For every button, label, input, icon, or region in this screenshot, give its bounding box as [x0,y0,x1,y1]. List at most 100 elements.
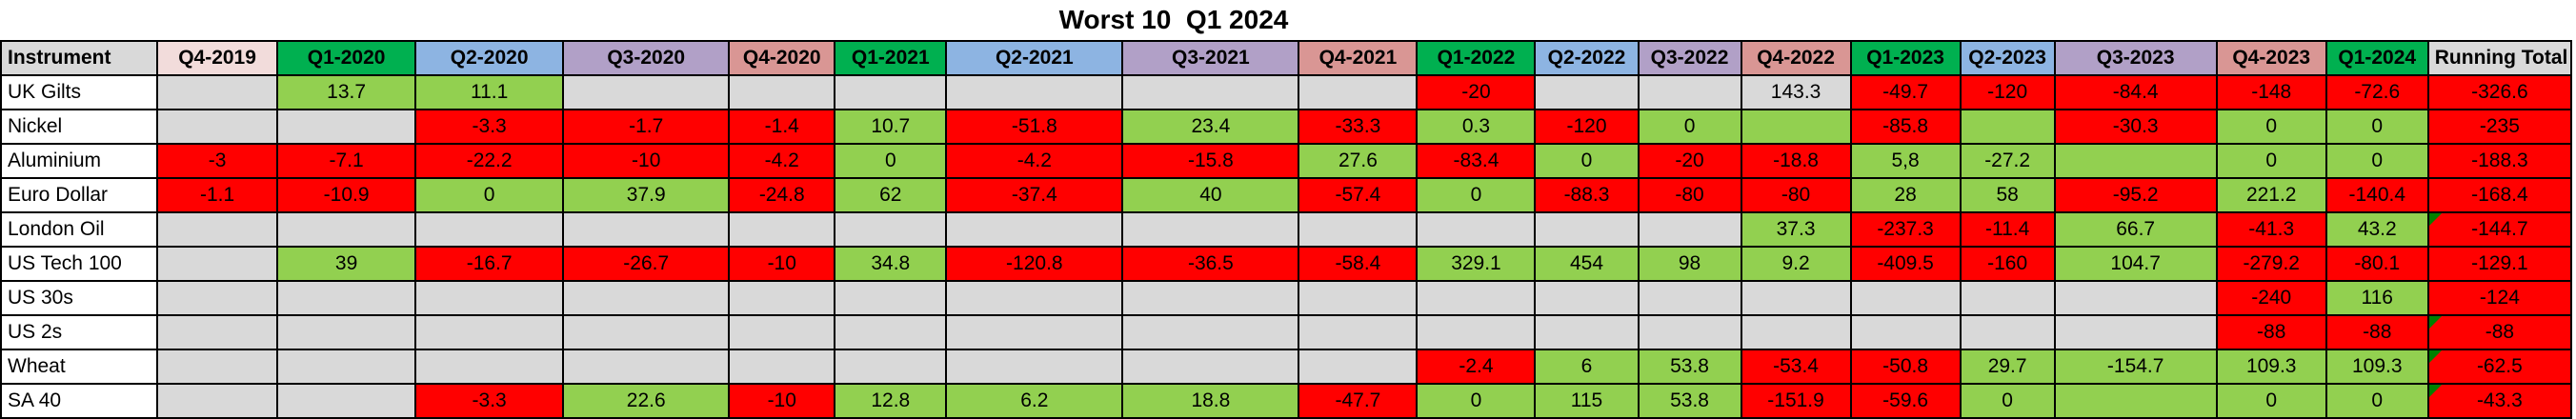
value-cell[interactable] [276,211,417,248]
value-cell[interactable] [1637,280,1742,316]
value-cell[interactable]: -1.7 [562,109,731,145]
value-cell[interactable]: 9.2 [1740,246,1852,282]
value-cell[interactable]: -58.4 [1298,246,1419,282]
value-cell[interactable]: 39 [276,246,417,282]
value-cell[interactable] [728,280,836,316]
value-cell[interactable]: 53.8 [1637,383,1742,419]
value-cell[interactable] [562,280,731,316]
column-header-q4-2021[interactable]: Q4-2021 [1298,40,1419,76]
value-cell[interactable]: 0 [1637,109,1742,145]
value-cell[interactable] [1534,314,1640,350]
value-cell[interactable]: -409.5 [1849,246,1962,282]
value-cell[interactable]: 0 [2215,109,2327,145]
value-cell[interactable] [945,314,1124,350]
value-cell[interactable]: 0 [2324,383,2429,419]
value-cell[interactable]: -83.4 [1416,143,1537,179]
column-header-running-total[interactable]: Running Total [2426,40,2573,76]
value-cell[interactable]: -43.3 [2426,383,2573,419]
value-cell[interactable]: 34.8 [834,246,948,282]
column-header-q2-2021[interactable]: Q2-2021 [945,40,1124,76]
value-cell[interactable]: -10 [728,246,836,282]
value-cell[interactable]: -20 [1637,143,1742,179]
value-cell[interactable]: -37.4 [945,177,1124,213]
value-cell[interactable]: 5,8 [1849,143,1962,179]
value-cell[interactable]: -62.5 [2426,349,2573,385]
value-cell[interactable] [1298,349,1419,385]
value-cell[interactable]: -88 [2324,314,2429,350]
value-cell[interactable]: 27.6 [1298,143,1419,179]
value-cell[interactable]: -20 [1416,74,1537,110]
value-cell[interactable]: -80 [1740,177,1852,213]
value-cell[interactable] [414,314,565,350]
value-cell[interactable]: 0 [1534,143,1640,179]
value-cell[interactable]: -1.1 [156,177,279,213]
value-cell[interactable]: -10 [728,383,836,419]
value-cell[interactable]: -27.2 [1959,143,2056,179]
value-cell[interactable]: -24.8 [728,177,836,213]
value-cell[interactable] [1740,280,1852,316]
value-cell[interactable]: -120 [1534,109,1640,145]
value-cell[interactable] [1637,74,1742,110]
value-cell[interactable]: 10.7 [834,109,948,145]
instrument-label[interactable]: US 30s [0,280,159,316]
value-cell[interactable]: 0 [1416,383,1537,419]
value-cell[interactable] [945,74,1124,110]
value-cell[interactable] [562,74,731,110]
value-cell[interactable]: 62 [834,177,948,213]
value-cell[interactable]: -3.3 [414,383,565,419]
value-cell[interactable] [1121,280,1300,316]
value-cell[interactable] [156,349,279,385]
instrument-label[interactable]: Nickel [0,109,159,145]
value-cell[interactable]: 11.1 [414,74,565,110]
column-header-q2-2022[interactable]: Q2-2022 [1534,40,1640,76]
column-header-q4-2022[interactable]: Q4-2022 [1740,40,1852,76]
value-cell[interactable]: -50.8 [1849,349,1962,385]
value-cell[interactable] [1849,280,1962,316]
value-cell[interactable] [1121,74,1300,110]
value-cell[interactable] [276,280,417,316]
value-cell[interactable]: -80 [1637,177,1742,213]
value-cell[interactable]: -120.8 [945,246,1124,282]
value-cell[interactable]: -16.7 [414,246,565,282]
value-cell[interactable] [1740,314,1852,350]
value-cell[interactable]: -10.9 [276,177,417,213]
column-header-q2-2020[interactable]: Q2-2020 [414,40,565,76]
value-cell[interactable]: -129.1 [2426,246,2573,282]
value-cell[interactable]: 454 [1534,246,1640,282]
value-cell[interactable] [414,280,565,316]
value-cell[interactable] [2053,280,2218,316]
value-cell[interactable]: 221.2 [2215,177,2327,213]
value-cell[interactable] [1298,314,1419,350]
value-cell[interactable] [728,211,836,248]
value-cell[interactable]: -15.8 [1121,143,1300,179]
value-cell[interactable] [156,246,279,282]
instrument-label[interactable]: Euro Dollar [0,177,159,213]
column-header-q3-2022[interactable]: Q3-2022 [1637,40,1742,76]
value-cell[interactable]: 40 [1121,177,1300,213]
column-header-q4-2019[interactable]: Q4-2019 [156,40,279,76]
value-cell[interactable]: -4.2 [728,143,836,179]
value-cell[interactable]: 0 [2324,109,2429,145]
value-cell[interactable] [1849,314,1962,350]
value-cell[interactable]: 58 [1959,177,2056,213]
value-cell[interactable] [945,280,1124,316]
column-header-q3-2021[interactable]: Q3-2021 [1121,40,1300,76]
value-cell[interactable]: 6.2 [945,383,1124,419]
value-cell[interactable] [414,349,565,385]
value-cell[interactable]: -154.7 [2053,349,2218,385]
value-cell[interactable] [834,280,948,316]
value-cell[interactable]: -53.4 [1740,349,1852,385]
value-cell[interactable]: -80.1 [2324,246,2429,282]
value-cell[interactable] [945,349,1124,385]
value-cell[interactable]: -240 [2215,280,2327,316]
column-header-q4-2023[interactable]: Q4-2023 [2215,40,2327,76]
value-cell[interactable]: -88.3 [1534,177,1640,213]
value-cell[interactable]: 116 [2324,280,2429,316]
value-cell[interactable]: -88 [2426,314,2573,350]
instrument-label[interactable]: US Tech 100 [0,246,159,282]
value-cell[interactable]: -168.4 [2426,177,2573,213]
value-cell[interactable]: -188.3 [2426,143,2573,179]
instrument-label[interactable]: SA 40 [0,383,159,419]
value-cell[interactable] [156,383,279,419]
value-cell[interactable] [834,314,948,350]
